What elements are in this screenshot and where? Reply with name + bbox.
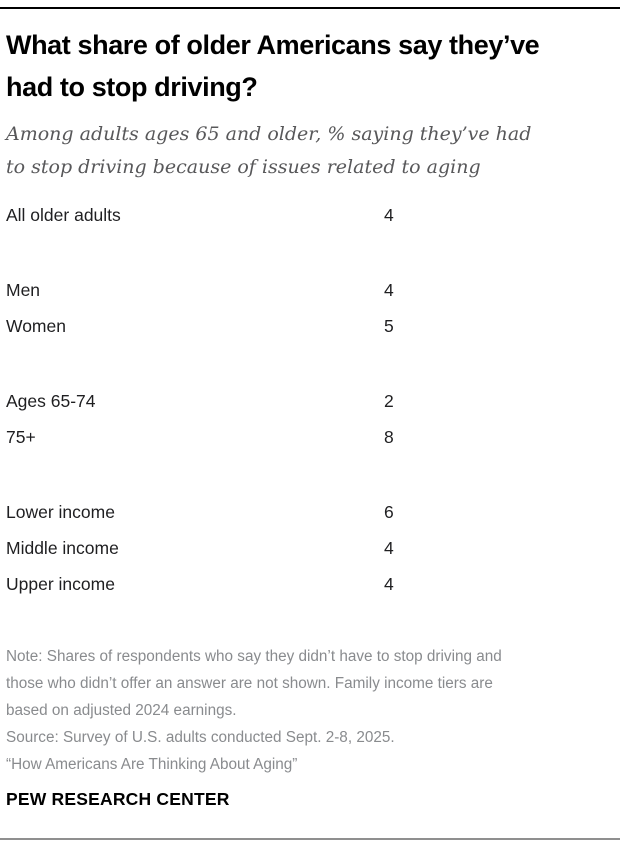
row-label: Men <box>6 279 41 300</box>
table-body: All older adults 4 Men 4 Women 5 Ages 65-74 2 75… <box>6 197 614 602</box>
table-row: Middle income 4 <box>6 530 614 566</box>
row-label: Lower income <box>6 501 115 522</box>
row-label: Ages 65-74 <box>6 390 96 411</box>
row-value: 2 <box>384 390 394 411</box>
bottom-rule <box>0 838 620 840</box>
chart-subtitle: Among adults ages 65 and older, % saying… <box>6 123 532 178</box>
row-value: 8 <box>384 426 394 447</box>
table-row: Women 5 <box>6 308 614 344</box>
table-row: Ages 65-74 2 <box>6 383 614 419</box>
row-value: 4 <box>384 573 394 594</box>
table-row: Men 4 <box>6 272 614 308</box>
source-text: Source: Survey of U.S. adults conducted … <box>6 729 395 746</box>
row-group: Ages 65-74 2 75+ 8 <box>6 383 614 455</box>
row-label: Upper income <box>6 573 115 594</box>
row-group: Men 4 Women 5 <box>6 272 614 344</box>
row-label: Middle income <box>6 537 119 558</box>
table-row: All older adults 4 <box>6 197 614 233</box>
row-value: 6 <box>384 501 394 522</box>
table-row: 75+ 8 <box>6 419 614 455</box>
row-group: Lower income 6 Middle income 4 Upper income 4 <box>6 494 614 602</box>
row-value: 4 <box>384 279 394 300</box>
chart-title: What share of older Americans say they’v… <box>6 30 540 102</box>
row-label: Women <box>6 315 66 336</box>
pew-research-center-wordmark: PEW RESEARCH CENTER <box>6 789 230 809</box>
top-rule <box>0 7 620 9</box>
row-value: 5 <box>384 315 394 336</box>
note-text: Note: Shares of respondents who say they… <box>6 648 502 719</box>
report-title-text: “How Americans Are Thinking About Aging” <box>6 756 298 773</box>
row-value: 4 <box>384 537 394 558</box>
row-group: All older adults 4 <box>6 197 614 233</box>
table-row: Upper income 4 <box>6 566 614 602</box>
table-row: Lower income 6 <box>6 494 614 530</box>
row-label: All older adults <box>6 204 121 225</box>
row-label: 75+ <box>6 426 36 447</box>
row-value: 4 <box>384 204 394 225</box>
chart-footer: Note: Shares of respondents who say they… <box>6 643 566 778</box>
